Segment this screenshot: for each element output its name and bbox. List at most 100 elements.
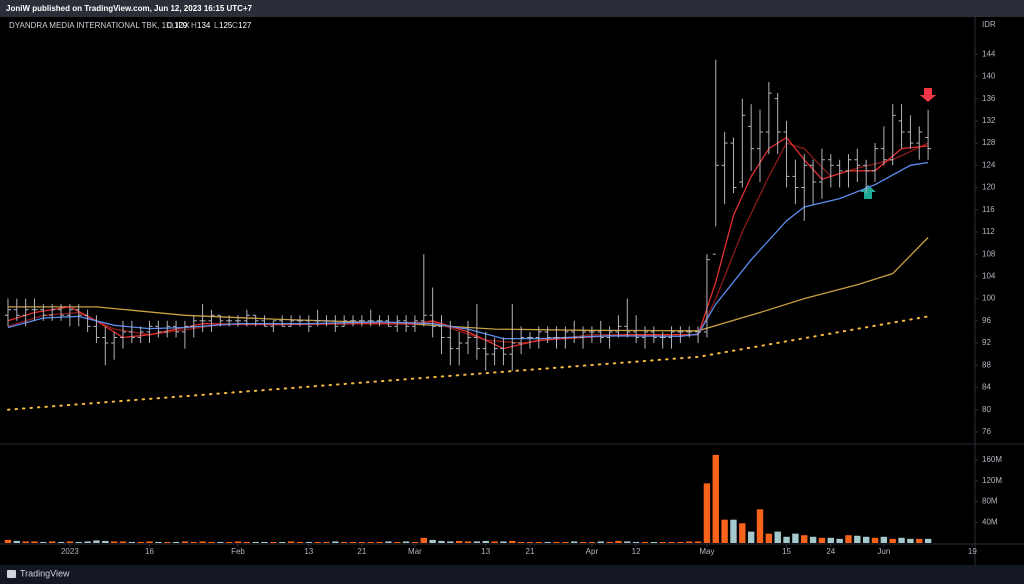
volume-bar xyxy=(155,541,162,543)
volume-bar xyxy=(624,541,631,543)
volume-tick-label: 160M xyxy=(982,455,1002,464)
x-tick-label: Apr xyxy=(586,547,599,556)
x-tick-label: Jun xyxy=(877,547,890,556)
volume-bar xyxy=(128,541,136,543)
volume-bar xyxy=(571,541,578,543)
y-unit: IDR xyxy=(982,20,996,29)
footer xyxy=(0,565,1024,584)
volume-bar xyxy=(438,540,445,543)
ohlc-value: 134 xyxy=(197,21,211,30)
volume-bar xyxy=(234,541,242,543)
volume-bar xyxy=(102,540,109,543)
volume-bar xyxy=(907,538,914,543)
volume-bar xyxy=(473,541,481,543)
volume-bar xyxy=(84,541,91,543)
volume-bar xyxy=(243,541,251,543)
volume-tick-label: 120M xyxy=(982,476,1002,485)
y-tick-label: 132 xyxy=(982,116,996,125)
volume-bar xyxy=(279,541,286,543)
volume-bar xyxy=(270,541,277,543)
brand: TradingView xyxy=(20,568,70,578)
volume-bar xyxy=(402,541,410,543)
top-bar xyxy=(0,0,1024,17)
x-tick-label: 13 xyxy=(481,547,490,556)
chart-area xyxy=(0,17,1024,565)
volume-bar xyxy=(57,541,65,543)
volume-bar xyxy=(464,541,472,543)
volume-bar xyxy=(181,541,189,543)
y-tick-label: 80 xyxy=(982,405,991,414)
chart-title: DYANDRA MEDIA INTERNATIONAL TBK, 1D, IDX xyxy=(9,21,190,30)
volume-bar xyxy=(509,540,516,543)
volume-bar xyxy=(544,541,551,543)
volume-bar xyxy=(862,536,870,543)
volume-bar xyxy=(447,541,454,543)
ohlc-label: H xyxy=(191,21,197,30)
volume-bar xyxy=(358,541,366,543)
volume-bar xyxy=(606,541,613,543)
volume-bar xyxy=(739,523,746,543)
x-tick-label: 13 xyxy=(304,547,313,556)
volume-bar xyxy=(756,509,764,543)
y-tick-label: 128 xyxy=(982,138,996,147)
volume-bar xyxy=(792,533,799,543)
publisher: JoniW published on TradingView.com, Jun … xyxy=(6,4,253,13)
volume-bar xyxy=(491,541,498,543)
sell-arrow xyxy=(920,88,936,102)
volume-bar xyxy=(871,537,879,543)
volume-bar xyxy=(110,541,118,543)
volume-bar xyxy=(199,541,206,543)
y-tick-label: 116 xyxy=(982,205,995,214)
volume-bar xyxy=(845,535,852,543)
volume-bar xyxy=(119,541,127,543)
volume-bar xyxy=(252,541,259,543)
volume-bar xyxy=(394,541,401,543)
volume-bar xyxy=(765,533,773,543)
volume-bar xyxy=(225,541,233,543)
volume-bar xyxy=(615,540,622,543)
volume-bar xyxy=(641,541,649,543)
volume-bar xyxy=(66,541,74,543)
ohlc-label: L xyxy=(214,21,219,30)
volume-bar xyxy=(349,541,357,543)
volume-bar xyxy=(712,454,719,543)
volume-bar xyxy=(22,541,29,543)
y-tick-label: 108 xyxy=(982,249,996,258)
y-tick-label: 140 xyxy=(982,72,996,81)
volume-bar xyxy=(208,541,215,543)
y-tick-label: 144 xyxy=(982,49,996,58)
volume-bar xyxy=(588,541,596,543)
volume-bar xyxy=(376,541,383,543)
volume-bar xyxy=(455,540,463,543)
volume-bar xyxy=(818,537,826,543)
y-tick-label: 112 xyxy=(982,227,995,236)
volume-bar xyxy=(164,541,171,543)
volume-bar xyxy=(340,541,348,543)
x-tick-label: 12 xyxy=(632,547,641,556)
volume-bar xyxy=(31,541,38,543)
volume-bar xyxy=(287,541,295,543)
volume-bar xyxy=(323,541,330,543)
volume-bar xyxy=(659,541,666,543)
x-tick-label: 24 xyxy=(826,547,835,556)
x-tick-label: Mar xyxy=(408,547,422,556)
y-tick-label: 84 xyxy=(982,383,991,392)
volume-bar xyxy=(13,540,21,543)
volume-bar xyxy=(650,541,658,543)
volume-bar xyxy=(296,541,304,543)
volume-bar xyxy=(535,541,543,543)
y-tick-label: 88 xyxy=(982,360,991,369)
volume-bar xyxy=(668,541,675,543)
volume-bar xyxy=(721,519,728,543)
volume-bar xyxy=(49,541,56,543)
volume-bar xyxy=(332,541,339,543)
volume-bar xyxy=(305,541,312,543)
ohlc-value: 129 xyxy=(174,21,188,30)
volume-bar xyxy=(190,541,197,543)
volume-bar xyxy=(898,537,905,543)
volume-bar xyxy=(137,541,144,543)
volume-bar xyxy=(517,541,525,543)
volume-bar xyxy=(385,541,392,543)
volume-bar xyxy=(579,541,587,543)
